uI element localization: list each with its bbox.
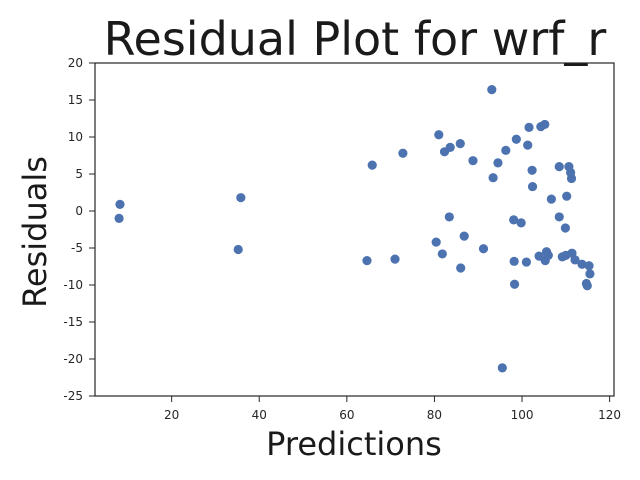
data-point	[524, 122, 534, 132]
y-tick-label: -20	[63, 352, 83, 366]
data-point	[445, 142, 455, 152]
x-tick-label: 80	[427, 408, 442, 422]
data-point	[444, 212, 454, 222]
data-point	[527, 181, 538, 192]
data-point	[390, 254, 400, 264]
data-point	[540, 119, 550, 130]
data-point	[501, 145, 511, 155]
data-point	[511, 134, 521, 144]
y-tick-label: 0	[75, 204, 83, 218]
axis-ticks: 20 40 60 80 100 120 20 15 10 5 0 -5 -10 -15 -20 -25	[63, 56, 621, 422]
plot-frame	[94, 62, 615, 397]
data-points	[114, 85, 595, 373]
data-point	[516, 218, 526, 228]
y-tick-label: -15	[63, 315, 83, 329]
y-tick-label: 15	[68, 93, 83, 107]
data-point	[509, 256, 519, 266]
x-tick-label: 60	[339, 408, 354, 422]
data-point	[456, 263, 466, 273]
data-point	[509, 215, 519, 225]
data-point	[497, 363, 507, 373]
y-tick-label: 5	[75, 167, 83, 181]
data-point	[523, 140, 533, 150]
chart-title: Residual Plot for wrf_r	[104, 12, 607, 66]
x-tick-label: 120	[598, 408, 621, 422]
data-point	[398, 148, 408, 158]
data-point	[521, 257, 532, 267]
data-point	[362, 255, 372, 266]
y-axis-label: Residuals	[16, 156, 54, 308]
data-point	[114, 213, 124, 223]
data-point	[560, 223, 570, 233]
data-point	[566, 173, 577, 184]
data-point	[570, 255, 580, 265]
data-point	[543, 250, 553, 260]
data-point	[546, 194, 556, 204]
y-tick-label: -10	[63, 278, 83, 292]
data-point	[493, 158, 503, 168]
data-point	[468, 156, 478, 166]
data-point	[487, 85, 497, 95]
data-point	[437, 249, 447, 259]
y-tick-label: 20	[68, 56, 83, 70]
y-tick-label: -5	[71, 241, 83, 255]
data-point	[582, 281, 592, 291]
x-tick-label: 100	[511, 408, 534, 422]
data-point	[562, 191, 572, 201]
data-point	[236, 193, 246, 203]
x-tick-label: 20	[164, 408, 179, 422]
data-point	[584, 261, 594, 271]
data-point	[585, 269, 595, 279]
data-point	[431, 237, 441, 247]
x-axis-label: Predictions	[266, 425, 442, 463]
y-tick-label: 10	[68, 130, 83, 144]
data-point	[434, 130, 444, 140]
data-point	[554, 212, 564, 222]
data-point	[459, 231, 469, 241]
data-point	[367, 160, 377, 170]
data-point	[455, 139, 465, 149]
x-tick-label: 40	[252, 408, 267, 422]
data-point	[527, 165, 537, 175]
y-tick-label: -25	[63, 389, 83, 403]
data-point	[233, 244, 243, 255]
data-point	[509, 279, 520, 289]
data-point	[115, 199, 125, 209]
data-point	[488, 173, 498, 183]
data-point	[554, 162, 564, 172]
data-point	[478, 244, 489, 254]
data-point	[577, 259, 587, 269]
